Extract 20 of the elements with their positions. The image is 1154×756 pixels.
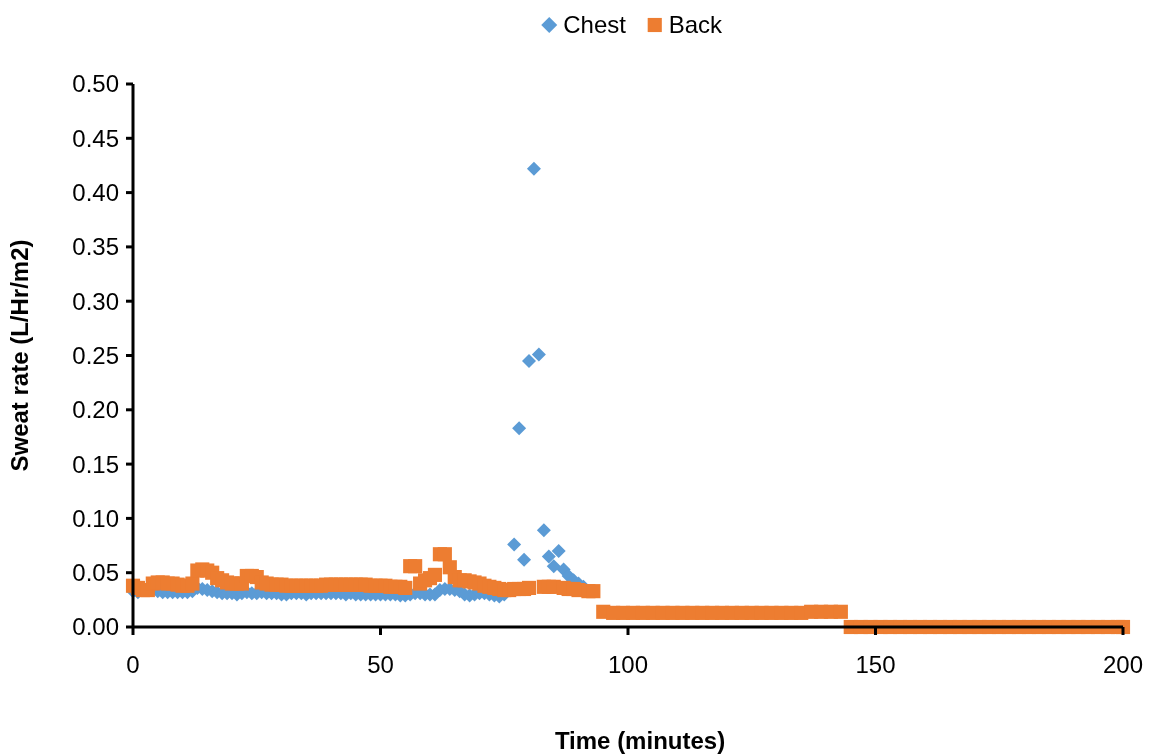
y-tick-label: 0.45	[72, 124, 119, 152]
legend-label: Chest	[563, 11, 627, 39]
y-tick-label: 0.40	[72, 179, 119, 206]
y-tick-label: 0.20	[72, 396, 119, 424]
x-tick-label: 50	[367, 651, 394, 678]
y-tick-label: 0.35	[72, 233, 119, 261]
y-tick-label: 0.10	[72, 504, 119, 532]
y-axis-title: Sweat rate (L/Hr/m2)	[6, 239, 33, 472]
x-tick-label: 150	[855, 651, 896, 678]
legend-label: Back	[668, 11, 724, 39]
y-tick-label: 0.15	[72, 450, 119, 478]
y-tick-label: 0.25	[72, 341, 119, 369]
x-tick-label: 100	[607, 651, 649, 678]
x-tick-label: 200	[1102, 651, 1144, 678]
y-tick-label: 0.50	[72, 70, 119, 98]
y-tick-label: 0.30	[72, 287, 119, 315]
x-tick-label: 0	[126, 651, 140, 678]
y-tick-label: 0.05	[72, 559, 119, 587]
x-axis-title: Time (minutes)	[554, 727, 726, 754]
y-tick-label: 0.00	[72, 613, 119, 641]
